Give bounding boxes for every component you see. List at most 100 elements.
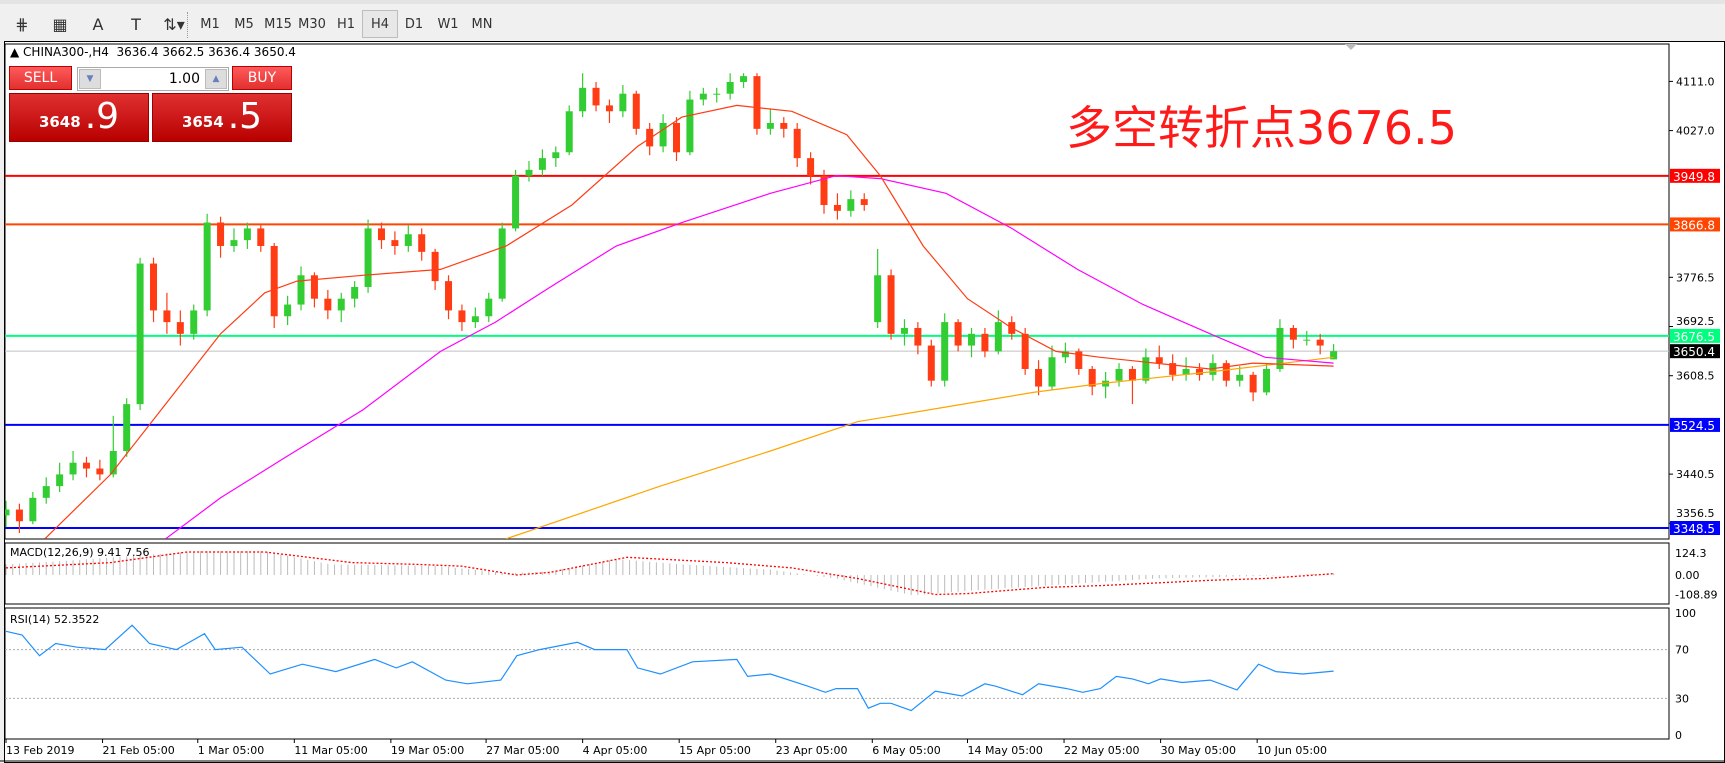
candle-bear [753, 76, 761, 129]
candle-bull [1182, 368, 1190, 375]
candle-bear [418, 234, 426, 252]
crosshair-e-icon[interactable]: ⋕ [15, 14, 29, 34]
lots-increase-button[interactable]: ▲ [205, 69, 227, 89]
buy-button[interactable]: BUY [232, 66, 292, 90]
level-label-bg [1670, 168, 1720, 183]
candle-bull [230, 240, 238, 246]
toolbar-separator [187, 12, 188, 38]
candle-bear [1249, 374, 1257, 393]
lots-input[interactable]: ▼ 1.00 ▲ [77, 67, 229, 91]
y-tick-label: 4111.0 [1676, 75, 1715, 88]
candle-bear [820, 175, 828, 205]
x-tick-label: 23 Apr 05:00 [776, 744, 848, 757]
sell-price-button[interactable]: 3648.9 [9, 93, 149, 142]
rsi-tick-label: 30 [1675, 692, 1689, 705]
macd-signal-line [5, 551, 1334, 596]
candle-bear [1169, 363, 1177, 375]
candle-bull [565, 111, 573, 153]
timeframe-m5[interactable]: M5 [234, 16, 254, 32]
level-label-bg [1670, 217, 1720, 232]
candle-bear [324, 298, 332, 311]
lots-decrease-button[interactable]: ▼ [79, 69, 101, 89]
candle-bull [284, 304, 292, 317]
candle-bull [69, 462, 77, 475]
timeframe-h1[interactable]: H1 [336, 16, 356, 32]
buy-price-button[interactable]: 3654.5 [152, 93, 292, 142]
candle-bull [512, 175, 520, 229]
candle-bull [498, 228, 506, 299]
text-icon[interactable]: A [92, 14, 104, 34]
sell-price-main: 3648 [38, 113, 81, 131]
candle-bear [270, 245, 278, 317]
candle-bear [981, 333, 989, 352]
candle-bull [766, 122, 774, 129]
candle-bull [364, 228, 372, 287]
collapse-triangle-icon[interactable]: ▲ [10, 45, 24, 59]
buy-price-frac: .5 [227, 96, 263, 137]
candle-bull [471, 316, 479, 323]
text-label-icon[interactable]: T [131, 14, 141, 34]
candle-bear [833, 204, 841, 211]
x-tick-label: 19 Mar 05:00 [391, 744, 464, 757]
x-tick-label: 21 Feb 05:00 [103, 744, 175, 757]
candle-bull [659, 122, 667, 147]
candle-bear [217, 222, 225, 246]
rsi-tick-label: 100 [1675, 607, 1696, 620]
level-label: 3866.8 [1673, 218, 1715, 232]
candle-bull [404, 234, 412, 246]
x-tick-label: 1 Mar 05:00 [198, 744, 264, 757]
timeframe-d1[interactable]: D1 [404, 16, 424, 32]
candle-bear [310, 275, 318, 299]
x-tick-label: 13 Feb 2019 [6, 744, 74, 757]
candle-bull [847, 199, 855, 211]
candle-bull [619, 93, 627, 112]
level-label: 3524.5 [1673, 419, 1715, 433]
candle-bull [5, 509, 10, 516]
timeframe-h4[interactable]: H4 [362, 10, 398, 38]
x-tick-label: 15 Apr 05:00 [679, 744, 751, 757]
candle-bull [485, 298, 493, 317]
candle-bull [900, 327, 908, 334]
candle-bull [994, 322, 1002, 352]
arrows-icon[interactable]: ⇅▾ [163, 14, 185, 34]
candle-bear [646, 128, 654, 147]
x-tick-label: 11 Mar 05:00 [294, 744, 367, 757]
candle-bear [1021, 333, 1029, 369]
candle-bear [1222, 363, 1230, 381]
timeframe-m15[interactable]: M15 [264, 16, 292, 32]
candle-bull [56, 474, 64, 487]
candle-bull [203, 222, 211, 311]
candle-bear [445, 281, 453, 311]
x-tick-label: 30 May 05:00 [1161, 744, 1236, 757]
x-tick-label: 4 Apr 05:00 [583, 744, 648, 757]
level-label: 3650.4 [1673, 345, 1715, 359]
candle-bear [860, 199, 868, 205]
grid-f-icon[interactable]: ▦ [52, 14, 68, 34]
x-tick-label: 6 May 05:00 [872, 744, 940, 757]
timeframe-w1[interactable]: W1 [437, 16, 459, 32]
level-label-bg [1670, 417, 1720, 432]
timeframe-m30[interactable]: M30 [298, 16, 326, 32]
sell-button[interactable]: SELL [9, 66, 72, 90]
ma-mid-line [165, 175, 1334, 539]
candle-bear [1128, 368, 1136, 381]
timeframe-mn[interactable]: MN [471, 16, 493, 32]
candle-bull [243, 228, 251, 241]
candle-bull [552, 152, 560, 159]
symbol-ohlc: CHINA300-,H4 3636.4 3662.5 3636.4 3650.4 [23, 45, 296, 59]
candle-bear [605, 105, 613, 112]
candle-bear [257, 228, 265, 246]
candle-bear [431, 251, 439, 282]
y-tick-label: 3608.5 [1676, 370, 1715, 383]
candle-bear [150, 263, 158, 311]
rsi-line [5, 624, 1334, 712]
candle-bull [1276, 327, 1284, 369]
chart-toolbar: ⋕ ▦ A T ⇅▾ M1 M5 M15 M30 H1 H4 D1 W1 MN [0, 0, 1725, 40]
candle-bear [377, 228, 385, 241]
candle-bear [1289, 327, 1297, 340]
candle-bull [1061, 351, 1069, 358]
candle-bull [1236, 374, 1244, 381]
timeframe-m1[interactable]: M1 [200, 16, 220, 32]
level-label-bg [1670, 344, 1720, 359]
chart-header: ▲ CHINA300-,H4 3636.4 3662.5 3636.4 3650… [10, 45, 296, 59]
